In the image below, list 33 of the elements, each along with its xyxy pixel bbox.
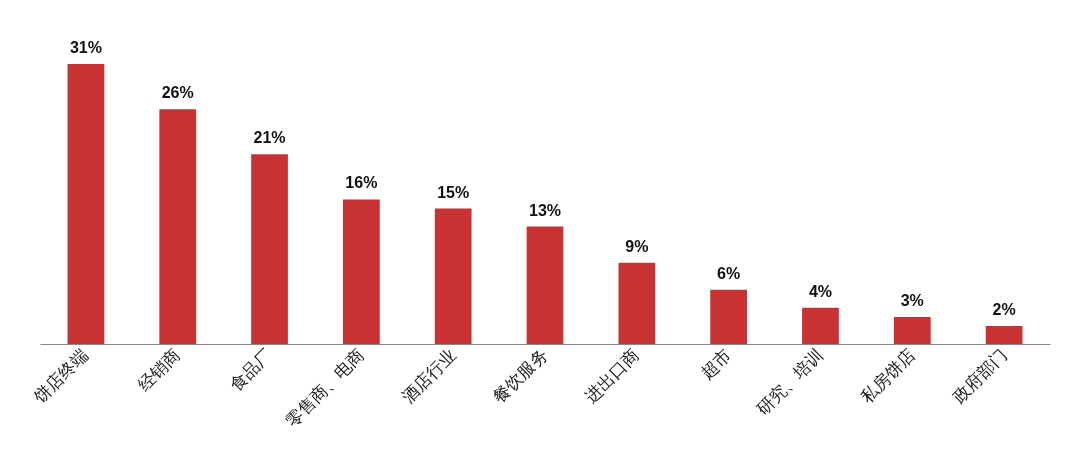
bar: [802, 307, 839, 344]
data-label: 31%: [69, 39, 102, 56]
x-tick-label: 经销商: [133, 344, 185, 395]
data-label: 21%: [253, 129, 286, 147]
bar: [251, 154, 288, 344]
data-label: 3%: [900, 291, 924, 309]
x-tick-label: 超市: [696, 344, 735, 383]
bar: [618, 262, 656, 344]
data-label: 13%: [528, 201, 562, 219]
bar: [159, 109, 197, 344]
data-label: 6%: [717, 264, 741, 282]
x-tick-label: 研究、培训: [752, 344, 827, 419]
x-tick-label: 饼店终端: [29, 344, 93, 408]
bar: [893, 316, 931, 344]
x-tick-label: 政府部门: [948, 344, 1011, 407]
data-label: 2%: [992, 300, 1016, 318]
x-tick-label: 餐饮服务: [489, 344, 552, 407]
bar: [526, 226, 564, 344]
bar: [67, 64, 105, 344]
data-label: 15%: [437, 183, 470, 201]
x-tick-label: 零售商、电商: [281, 344, 368, 431]
x-tick-label: 进出口商: [580, 344, 644, 407]
bar: [434, 208, 472, 344]
x-tick-label: 私房饼店: [856, 344, 919, 407]
x-tick-label: 酒店行业: [397, 344, 460, 407]
bar: [985, 325, 1023, 344]
data-label: 26%: [161, 84, 194, 102]
data-label: 16%: [345, 174, 378, 192]
bar: [710, 289, 747, 344]
data-label: 9%: [625, 237, 649, 255]
data-label: 4%: [808, 282, 833, 300]
x-tick-label: 食品厂: [225, 344, 276, 395]
bar: [343, 199, 380, 344]
